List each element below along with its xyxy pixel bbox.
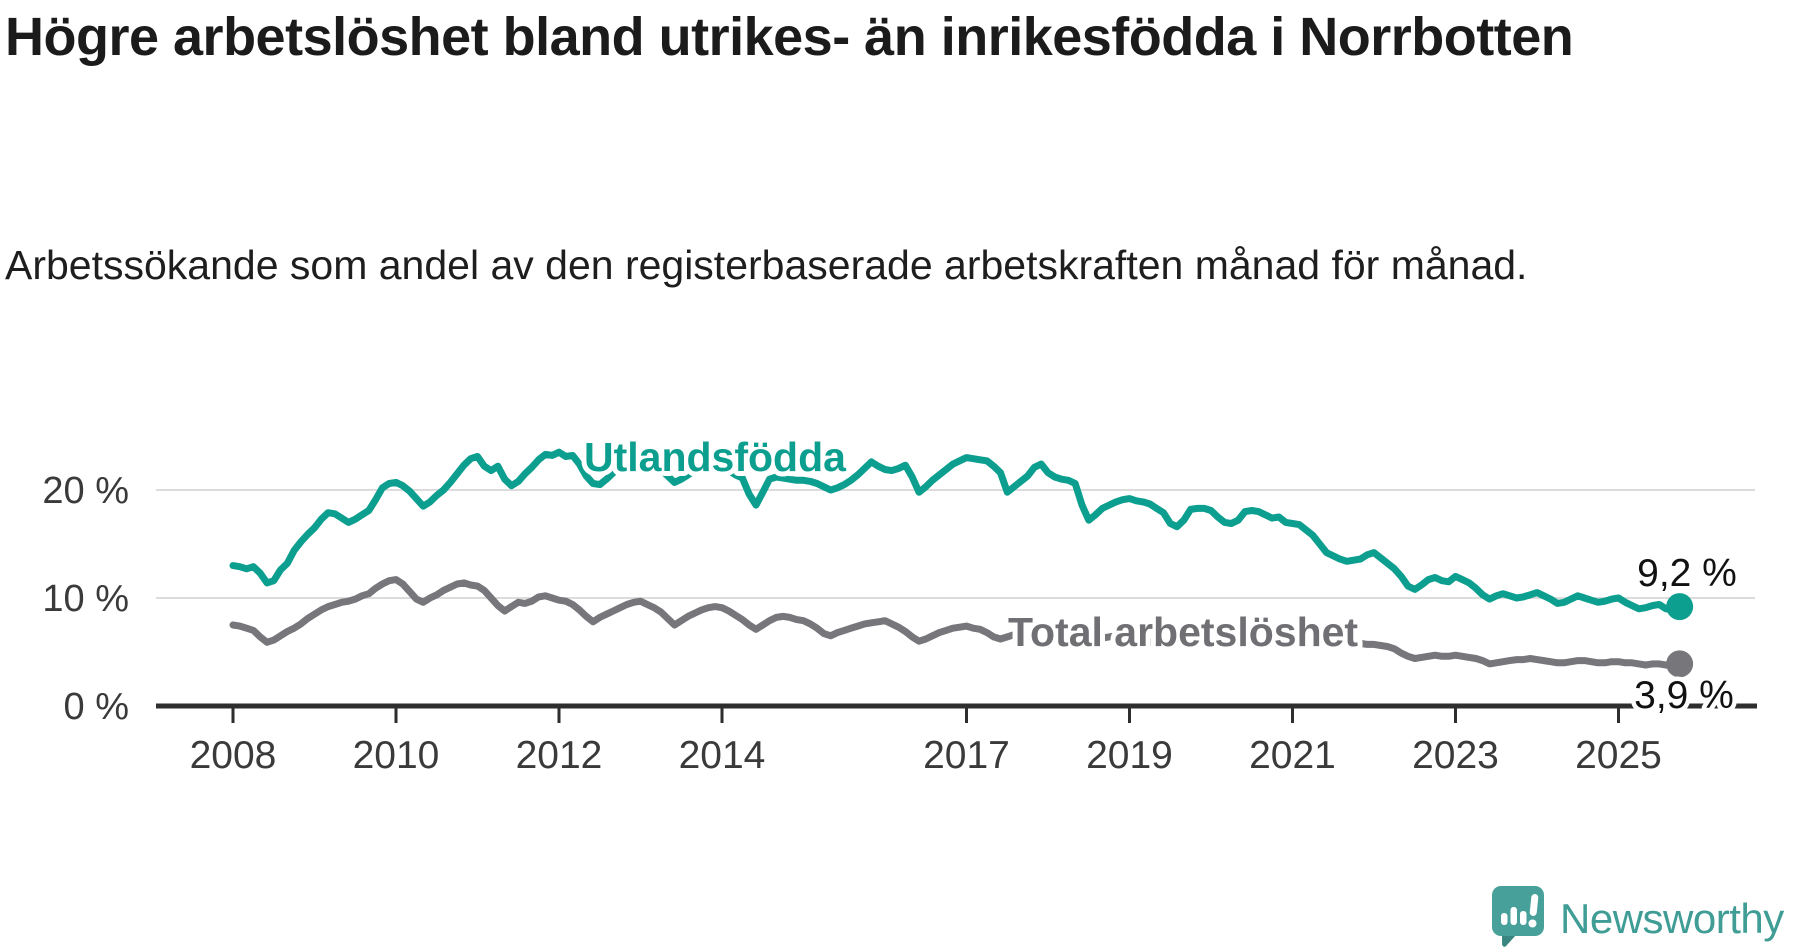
svg-text:2019: 2019 [1086,734,1173,777]
x-tick-labels: 2008 2010 2012 2014 2017 2019 2021 2023 2025 [190,734,1662,777]
chart-subtitle: Arbetssökande som andel av den registerb… [5,242,1528,288]
page-title: Högre arbetslöshet bland utrikes- än inr… [5,7,1574,67]
svg-text:9,2 %: 9,2 % [1637,552,1737,595]
newsworthy-logo-text: Newsworthy [1560,894,1784,942]
svg-text:Total arbetslöshet: Total arbetslöshet [1008,609,1358,655]
series-line-total [229,576,1684,670]
svg-text:3,9 %: 3,9 % [1634,674,1734,717]
svg-text:20 %: 20 % [42,470,129,512]
x-axis [156,703,1757,723]
svg-text:2025: 2025 [1575,734,1662,777]
series-end-dots [1666,593,1694,678]
svg-text:Utlandsfödda: Utlandsfödda [584,434,847,480]
series-line-utlandsfodda [229,448,1684,614]
newsworthy-logo: Newsworthy [1491,885,1784,948]
y-tick-labels: 0 % 10 % 20 % [42,470,129,728]
svg-text:2012: 2012 [516,734,603,777]
svg-text:2017: 2017 [923,734,1010,777]
svg-text:2021: 2021 [1249,734,1336,777]
svg-text:2014: 2014 [679,734,766,777]
svg-text:2023: 2023 [1412,734,1499,777]
end-value-labels: 9,2 % 3,9 % [1630,548,1742,722]
svg-text:10 %: 10 % [42,578,129,620]
series-labels: Utlandsfödda Total arbetslöshet [579,429,1363,660]
svg-text:0 %: 0 % [64,686,129,728]
svg-text:2010: 2010 [353,734,440,777]
newsworthy-logo-icon [1491,885,1546,948]
svg-text:2008: 2008 [190,734,277,777]
